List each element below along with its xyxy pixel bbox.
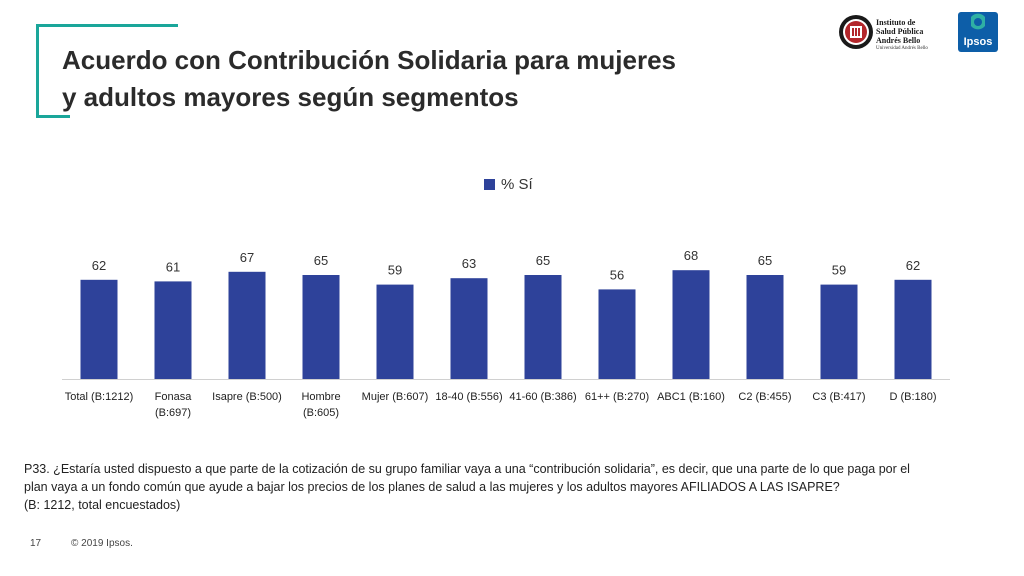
bar-5 (450, 278, 488, 379)
data-label-9: 65 (758, 253, 772, 268)
category-label-6: 41-60 (B:386) (509, 391, 576, 403)
ipsos-logo: Ipsos (958, 12, 998, 52)
data-label-11: 62 (906, 258, 920, 273)
data-label-10: 59 (832, 263, 846, 278)
bar-8 (672, 270, 710, 379)
category-label-9: C2 (B:455) (738, 391, 791, 403)
category-label-3-line-2: (B:605) (303, 407, 339, 419)
bar-2 (228, 271, 266, 379)
page-title-line-1: Acuerdo con Contribución Solidaria para … (62, 45, 677, 75)
bar-11 (894, 279, 932, 379)
ipsos-logo-icon (958, 12, 998, 52)
bar-1 (154, 281, 192, 379)
bar-chart: 62 Total (B:1212) 61 Fonasa (B:697) 67 Isapre … (62, 248, 950, 419)
title-bracket (36, 24, 178, 118)
bar-4 (376, 284, 414, 379)
legend-swatch (484, 179, 495, 190)
data-label-5: 63 (462, 256, 476, 271)
university-seal-icon (839, 15, 873, 49)
isp-logo-text: Instituto de Salud Pública Andrés Bello (876, 18, 924, 45)
data-label-6: 65 (536, 253, 550, 268)
isp-logo-subtitle: Universidad Andrés Bello (876, 46, 928, 51)
instituto-salud-publica-logo: Instituto de Salud Pública Andrés Bello … (838, 14, 942, 56)
data-label-0: 62 (92, 258, 106, 273)
category-label-10: C3 (B:417) (812, 391, 865, 403)
data-label-8: 68 (684, 248, 698, 263)
legend-label: % Sí (501, 176, 533, 193)
bar-7 (598, 289, 636, 379)
note-line-2: plan vaya a un fondo común que ayude a b… (24, 480, 840, 494)
category-label-1-line-2: (B:697) (155, 407, 191, 419)
category-label-7: 61++ (B:270) (585, 391, 649, 403)
bar-6 (524, 275, 562, 379)
bar-9 (746, 275, 784, 379)
note-line-1: P33. ¿Estaría usted dispuesto a que part… (24, 462, 910, 476)
category-label-1: Fonasa (155, 391, 193, 403)
bar-3 (302, 275, 340, 379)
bar-0 (80, 279, 118, 379)
data-label-1: 61 (166, 259, 180, 274)
category-label-2: Isapre (B:500) (212, 391, 282, 403)
page-number: 17 (30, 538, 42, 549)
category-label-3: Hombre (301, 391, 340, 403)
bar-10 (820, 284, 858, 379)
note-line-3: (B: 1212, total encuestados) (24, 498, 181, 512)
chart-legend: % Sí (484, 176, 533, 193)
survey-question-note: P33. ¿Estaría usted dispuesto a que part… (24, 460, 999, 514)
data-label-2: 67 (240, 250, 254, 265)
page-title-line-2: y adultos mayores según segmentos (62, 82, 519, 112)
page-title: Acuerdo con Contribución Solidaria para … (62, 42, 762, 116)
copyright: © 2019 Ipsos. (71, 538, 133, 549)
category-label-4: Mujer (B:607) (362, 391, 429, 403)
data-label-4: 59 (388, 263, 402, 278)
category-label-8: ABC1 (B:160) (657, 391, 725, 403)
category-label-5: 18-40 (B:556) (435, 391, 502, 403)
category-label-11: D (B:180) (889, 391, 936, 403)
category-label-0: Total (B:1212) (65, 391, 133, 403)
data-label-7: 56 (610, 267, 624, 282)
data-label-3: 65 (314, 253, 328, 268)
ipsos-logo-word: Ipsos (963, 36, 993, 48)
